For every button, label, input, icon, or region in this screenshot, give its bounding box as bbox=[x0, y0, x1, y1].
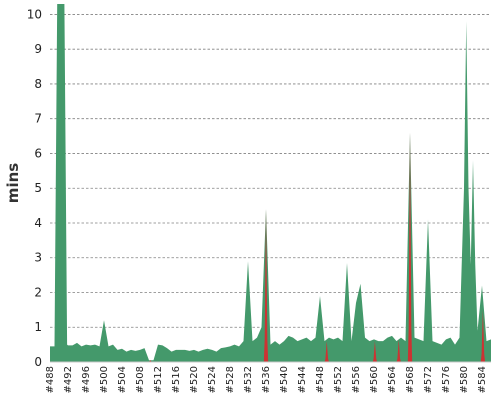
failed-build-marker bbox=[480, 309, 486, 362]
y-tick-label: 8 bbox=[34, 77, 42, 91]
failed-build-marker bbox=[407, 132, 413, 362]
x-tick-label: #504 bbox=[117, 366, 128, 393]
y-tick-label: 1 bbox=[34, 320, 42, 334]
x-tick-label: #560 bbox=[369, 366, 380, 393]
y-tick-label: 3 bbox=[34, 251, 42, 265]
x-tick-label: #516 bbox=[171, 366, 182, 393]
x-tick-label: #508 bbox=[135, 366, 146, 393]
x-tick-label: #568 bbox=[405, 366, 416, 393]
x-tick-label: #520 bbox=[189, 366, 200, 393]
x-tick-label: #524 bbox=[207, 366, 218, 393]
failed-build-markers bbox=[148, 132, 486, 362]
x-tick-label: #488 bbox=[45, 366, 56, 393]
gridlines bbox=[50, 14, 491, 328]
y-tick-label: 7 bbox=[34, 112, 42, 126]
failed-build-marker bbox=[263, 209, 269, 362]
failed-build-marker bbox=[372, 341, 378, 362]
y-tick-label: 5 bbox=[34, 181, 42, 195]
y-tick-label: 0 bbox=[34, 355, 42, 369]
x-tick-label: #564 bbox=[387, 366, 398, 393]
y-tick-label: 6 bbox=[34, 146, 42, 160]
y-tick-label: 2 bbox=[34, 285, 42, 299]
x-tick-label: #540 bbox=[279, 366, 290, 393]
y-tick-label: 4 bbox=[34, 216, 42, 230]
x-tick-label: #572 bbox=[423, 366, 434, 393]
x-tick-label: #584 bbox=[477, 366, 488, 393]
x-tick-label: #576 bbox=[441, 366, 452, 393]
failed-build-marker bbox=[324, 341, 329, 362]
x-tick-label: #556 bbox=[351, 366, 362, 393]
axes: 0 1 2 3 4 5 6 7 8 9 10 #488 #492 #496 #500 #504 #508 #512… bbox=[27, 7, 491, 393]
x-tick-label: #552 bbox=[333, 366, 344, 393]
duration-series-area bbox=[50, 4, 491, 362]
y-axis-title: mins bbox=[4, 163, 22, 203]
x-tick-label: #500 bbox=[99, 366, 110, 393]
x-tick-label: #536 bbox=[261, 366, 272, 393]
x-tick-label: #532 bbox=[243, 366, 254, 393]
y-tick-label: 10 bbox=[27, 7, 42, 21]
x-tick-label: #548 bbox=[315, 366, 326, 393]
x-tick-label: #512 bbox=[153, 366, 164, 393]
y-tick-label: 9 bbox=[34, 42, 42, 56]
x-tick-label: #496 bbox=[81, 366, 92, 393]
x-tick-label: #492 bbox=[63, 366, 74, 393]
x-tick-label: #528 bbox=[225, 366, 236, 393]
duration-area bbox=[50, 4, 491, 362]
x-tick-label: #580 bbox=[459, 366, 470, 393]
x-tick-label: #544 bbox=[297, 366, 308, 393]
failed-build-marker bbox=[396, 339, 401, 362]
